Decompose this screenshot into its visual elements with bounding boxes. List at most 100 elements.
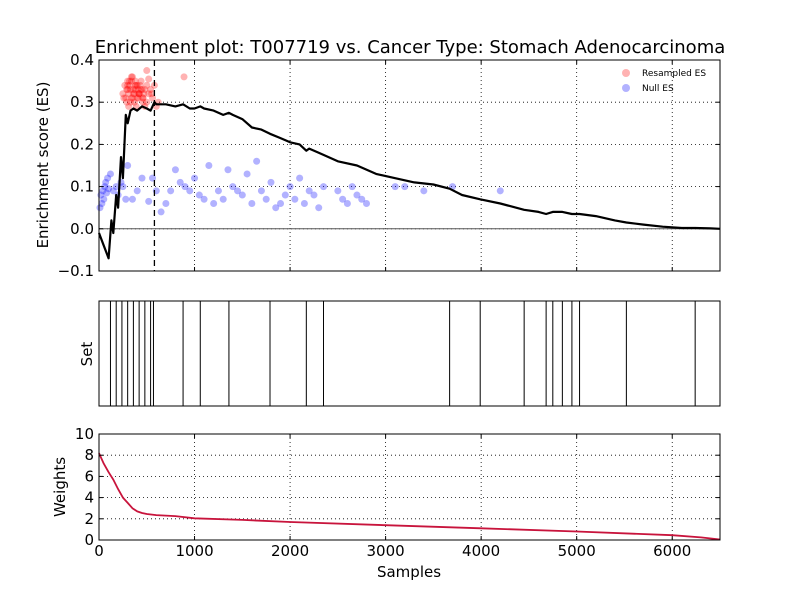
x-axis-label: Samples (377, 563, 441, 581)
null-es-point (195, 191, 203, 199)
resampled-es-point (148, 90, 156, 98)
resampled-es-point (131, 86, 139, 94)
null-es-point (157, 208, 165, 216)
null-es-point (334, 187, 342, 195)
resampled-es-point (129, 86, 137, 94)
null-es-point (272, 204, 280, 212)
null-es-point (286, 183, 294, 191)
x-tick-label: 1000 (175, 542, 213, 560)
null-es-point (186, 187, 194, 195)
weights-y-tick-label: 0 (84, 531, 94, 549)
null-es-point (358, 195, 366, 203)
null-es-point (167, 187, 175, 195)
resampled-es-point (127, 73, 135, 81)
x-tick-label: 4000 (462, 542, 500, 560)
resampled-es-point (134, 94, 142, 102)
resampled-es-point (137, 77, 145, 85)
set-plot-frame (98, 300, 721, 407)
null-es-point (281, 191, 289, 199)
resampled-es-point (123, 86, 131, 94)
null-es-point (420, 187, 428, 195)
legend-null-marker (622, 84, 630, 92)
null-es-point (149, 174, 157, 182)
weights-curve-path (98, 452, 721, 541)
es-y-tick-label: 0.3 (70, 93, 94, 111)
resampled-es-point (127, 94, 135, 102)
null-es-point (133, 187, 141, 195)
resampled-es-point (132, 81, 140, 89)
weights-curve (98, 452, 721, 541)
es-y-tick-label: 0.2 (70, 135, 94, 153)
x-tick-label: 6000 (653, 542, 691, 560)
resampled-es-point (133, 94, 141, 102)
legend-resampled-label: Resampled ES (642, 69, 706, 79)
weights-y-tick-label: 8 (84, 446, 94, 464)
null-es-point (238, 191, 246, 199)
resampled-es-point (141, 86, 149, 94)
resampled-es-point (140, 90, 148, 98)
weights-plot-frame (98, 433, 721, 541)
resampled-es-point (145, 90, 153, 98)
weights-y-tick-label: 10 (75, 425, 94, 443)
null-es-point (391, 183, 399, 191)
resampled-es-point (136, 81, 144, 89)
resampled-es-point (133, 81, 141, 89)
null-es-point (104, 174, 112, 182)
resampled-es-point (125, 90, 133, 98)
null-es-point (162, 199, 170, 207)
null-es-point (496, 187, 504, 195)
legend-resampled-marker (622, 69, 630, 77)
null-es-point (176, 178, 184, 186)
resampled-es-point (131, 81, 139, 89)
null-es-point (234, 187, 242, 195)
null-es-point (99, 187, 107, 195)
legend-null-label: Null ES (642, 84, 674, 94)
resampled-es-point (139, 94, 147, 102)
x-tick-label: 5000 (558, 542, 596, 560)
set-member-lines (109, 301, 696, 406)
resampled-es-point (131, 77, 139, 85)
resampled-es-point (138, 86, 146, 94)
null-es-point (296, 174, 304, 182)
null-es-point (171, 166, 179, 174)
null-es-point (267, 178, 275, 186)
resampled-es-point (137, 86, 145, 94)
null-es-point (291, 195, 299, 203)
resampled-es-point (180, 73, 188, 81)
null-es-point (224, 166, 232, 174)
resampled-es-point (126, 81, 134, 89)
resampled-es-point (139, 94, 147, 102)
resampled-es-point (127, 86, 135, 94)
null-es-point (277, 199, 285, 207)
null-es-point (257, 187, 265, 195)
es-plot-frame (98, 59, 721, 272)
null-es-point (101, 183, 109, 191)
es-y-tick-label: 0.4 (70, 51, 94, 69)
null-es-point (214, 187, 222, 195)
resampled-es-point (139, 98, 147, 106)
resampled-es-point (135, 90, 143, 98)
weights-y-axis-label: Weights (51, 457, 69, 517)
resampled-es-point (124, 86, 132, 94)
null-es-point (138, 174, 146, 182)
resampled-es-point (123, 98, 131, 106)
null-es-point (363, 199, 371, 207)
null-es-point (103, 189, 111, 197)
null-es-point (106, 170, 114, 178)
resampled-es-point (125, 102, 133, 110)
resampled-es-point (119, 90, 127, 98)
resampled-es-point (143, 67, 151, 75)
x-tick-label: 3000 (367, 542, 405, 560)
null-es-point (109, 187, 117, 195)
weights-y-tick-label: 6 (84, 467, 94, 485)
resampled-es-point (127, 98, 135, 106)
chart-title: Enrichment plot: T007719 vs. Cancer Type… (95, 37, 726, 58)
resampled-es-point (145, 75, 153, 83)
null-es-point (205, 162, 213, 169)
resampled-es-point (121, 81, 129, 89)
null-es-point (353, 191, 361, 199)
null-es-point (105, 185, 113, 193)
null-es-point (229, 183, 237, 191)
